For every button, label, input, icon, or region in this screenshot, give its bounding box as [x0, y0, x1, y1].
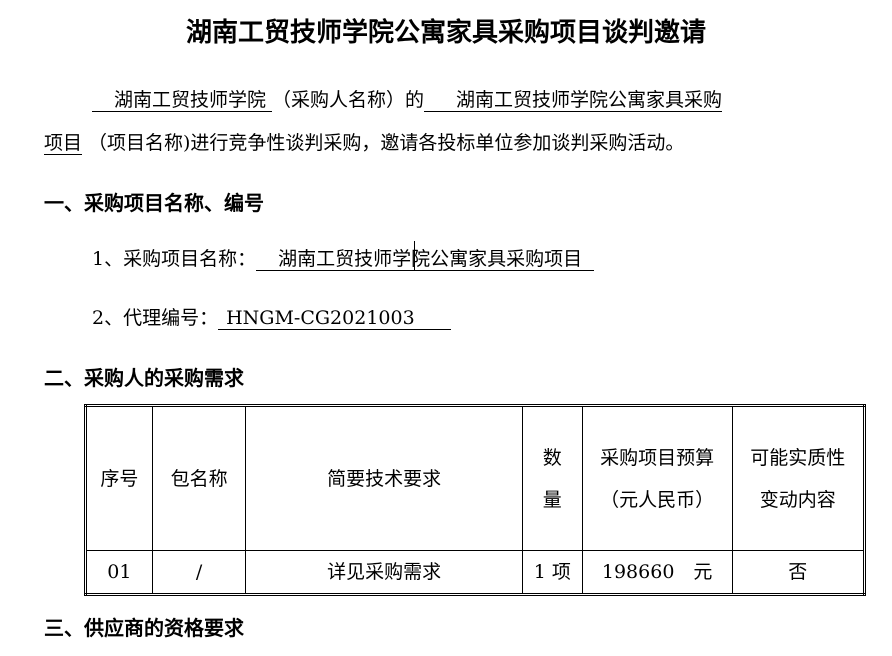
text-cursor: [414, 241, 415, 271]
project-name-part2: 项目: [44, 132, 83, 155]
cell: 198660 元: [581, 550, 733, 595]
table-header-row: 序号 包名称 简要技术要求 数量 采购项目预算（元人民币） 可能实质性变动内容: [85, 405, 866, 551]
cell: 1 项: [521, 550, 583, 595]
cell: 01: [85, 550, 153, 595]
project-name-label: 1、采购项目名称：: [92, 248, 257, 270]
project-name-line: 1、采购项目名称： 湖南工贸技师学院公寓家具采购项目: [92, 244, 595, 271]
header-cell: 采购项目预算（元人民币）: [581, 405, 733, 551]
agency-code-label: 2、代理编号：: [92, 307, 219, 329]
cell: 详见采购需求: [245, 550, 523, 595]
project-name-part1: 湖南工贸技师学院公寓家具采购: [424, 89, 723, 112]
purchaser-note: （采购人名称）的: [272, 89, 425, 111]
section-heading-3: 三、供应商的资格要求: [44, 616, 244, 640]
intro-rest: （项目名称)进行竞争性谈判采购，邀请各投标单位参加谈判采购活动。: [88, 132, 685, 154]
intro-line-1: 湖南工贸技师学院 （采购人名称）的 湖南工贸技师学院公寓家具采购: [92, 85, 723, 112]
requirements-table: 序号 包名称 简要技术要求 数量 采购项目预算（元人民币） 可能实质性变动内容 …: [84, 404, 866, 596]
section-heading-1: 一、采购项目名称、编号: [44, 191, 264, 215]
project-name-value: 湖南工贸技师学院公寓家具采购项目: [256, 248, 595, 271]
table-row: 01 / 详见采购需求 1 项 198660 元 否: [85, 550, 866, 595]
header-cell: 包名称: [151, 405, 247, 551]
cell: 否: [731, 550, 866, 595]
header-cell: 序号: [85, 405, 153, 551]
document-title: 湖南工贸技师学院公寓家具采购项目谈判邀请: [185, 18, 706, 48]
header-cell: 数量: [521, 405, 583, 551]
purchaser-name: 湖南工贸技师学院: [92, 89, 273, 112]
section-heading-2: 二、采购人的采购需求: [44, 366, 244, 390]
cell: /: [151, 550, 247, 595]
header-cell: 简要技术要求: [245, 405, 523, 551]
intro-line-2: 项目 （项目名称)进行竞争性谈判采购，邀请各投标单位参加谈判采购活动。: [44, 128, 684, 155]
agency-code-value: HNGM-CG2021003: [218, 307, 451, 330]
agency-code-line: 2、代理编号： HNGM-CG2021003: [92, 303, 451, 330]
header-cell: 可能实质性变动内容: [731, 405, 866, 551]
